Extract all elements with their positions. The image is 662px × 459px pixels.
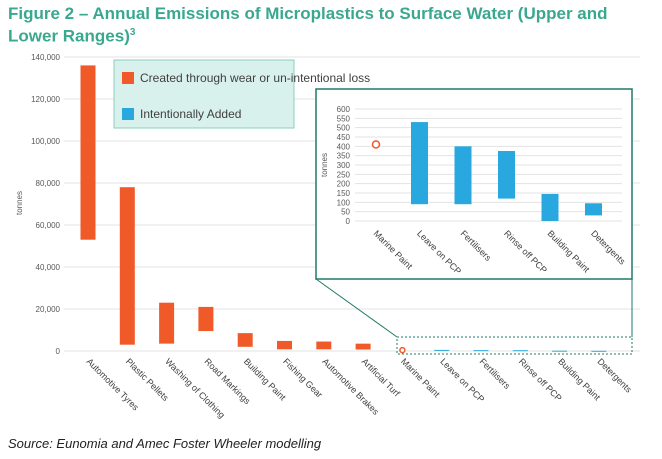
figure-title-footnote: 3 — [129, 27, 136, 38]
inset-y-tick: 350 — [337, 152, 351, 161]
main-bar-plastic-pellets — [119, 187, 135, 345]
main-bar-rinse-off-pcp — [512, 350, 528, 352]
inset-y-tick: 0 — [346, 217, 351, 226]
legend-swatch-intentional — [122, 108, 134, 120]
main-y-axis-label: tonnes — [15, 191, 24, 215]
legend: Created through wear or un-intentional l… — [113, 59, 370, 129]
inset-bar-leave-on-pcp — [411, 122, 428, 205]
main-point-marine-paint — [399, 346, 406, 354]
inset-y-axis-label: tonnes — [320, 153, 329, 177]
main-bar-leave-on-pcp — [434, 349, 450, 351]
legend-box — [113, 59, 295, 129]
main-y-tick: 100,000 — [31, 137, 60, 146]
main-bar-fishing-gear — [277, 340, 292, 350]
main-category-label: Fishing Gear — [281, 356, 325, 400]
main-y-tick: 60,000 — [36, 221, 61, 230]
main-bar-fertilisers — [473, 350, 489, 352]
main-y-tick-labels: 0 20,000 40,000 60,000 80,000 100,000 120,000 1… — [31, 53, 60, 356]
main-y-tick: 20,000 — [36, 305, 61, 314]
legend-swatch-wear — [122, 72, 134, 84]
main-category-label: Detergents — [595, 356, 634, 395]
inset-bar-detergents — [585, 203, 602, 216]
inset-y-tick: 50 — [341, 208, 350, 217]
figure-title: Figure 2 – Annual Emissions of Microplas… — [8, 4, 648, 46]
main-bar-washing-of-clothing — [159, 302, 175, 344]
zoom-region — [396, 336, 633, 355]
legend-label-intentional: Intentionally Added — [140, 107, 241, 121]
main-bar-detergents — [591, 350, 607, 352]
inset-y-tick: 400 — [337, 142, 351, 151]
main-bar-automotive-tyres — [80, 65, 96, 240]
legend-label-wear: Created through wear or un-intentional l… — [140, 71, 370, 85]
inset-point-marine-paint — [371, 140, 381, 149]
inset-y-tick: 500 — [337, 124, 351, 133]
inset-bar-building-paint — [541, 193, 559, 221]
figure-title-text: Figure 2 – Annual Emissions of Microplas… — [8, 4, 608, 46]
main-category-label: Artificial Turf — [360, 356, 402, 398]
main-y-tick: 0 — [56, 347, 61, 356]
main-bar-building-paint — [552, 350, 568, 352]
inset-bar-rinse-off-pcp — [498, 151, 515, 199]
inset-bars — [371, 122, 602, 221]
inset-y-tick: 150 — [337, 189, 351, 198]
main-bar-road-markings — [198, 306, 214, 332]
main-bar-automotive-brakes — [316, 341, 332, 350]
main-bar-building-paint — [237, 333, 253, 347]
main-bar-artificial-turf — [355, 343, 371, 350]
main-y-tick: 140,000 — [31, 53, 60, 62]
zoom-connector-left — [315, 278, 398, 338]
inset-y-tick: 300 — [337, 161, 351, 170]
main-y-tick: 120,000 — [31, 95, 60, 104]
main-y-tick: 40,000 — [36, 263, 61, 272]
inset-y-tick: 250 — [337, 170, 351, 179]
inset-y-tick: 450 — [337, 133, 351, 142]
main-y-tick: 80,000 — [36, 179, 61, 188]
inset-y-tick: 200 — [337, 180, 351, 189]
inset-y-tick: 100 — [337, 198, 351, 207]
inset-y-tick: 600 — [337, 105, 351, 114]
inset-bar-fertilisers — [454, 146, 472, 205]
main-bars — [80, 65, 607, 354]
main-category-label: Marine Paint — [399, 356, 442, 399]
inset-gridlines — [355, 108, 622, 222]
inset-y-tick: 550 — [337, 114, 351, 123]
main-category-label: Fertilisers — [478, 356, 513, 391]
source-note: Source: Eunomia and Amec Foster Wheeler … — [8, 436, 322, 451]
